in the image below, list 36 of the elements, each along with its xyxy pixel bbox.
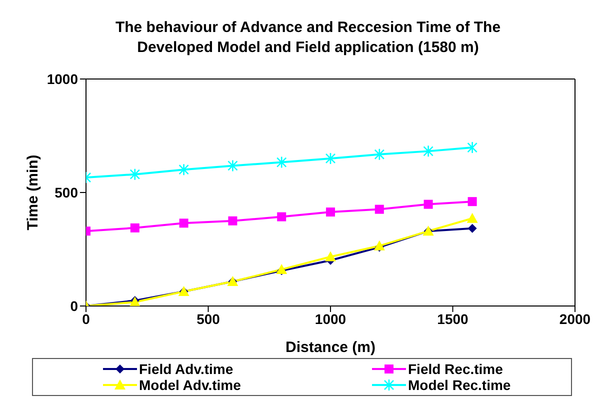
y-tick-label: 500 <box>54 184 78 200</box>
x-tick-label: 1000 <box>314 310 346 327</box>
legend-label: Model Rec.time <box>408 377 511 393</box>
point <box>228 160 238 172</box>
point <box>228 216 238 226</box>
point <box>326 208 335 217</box>
y-axis-title: Time (min) <box>24 154 42 230</box>
x-axis-title: Distance (m) <box>285 339 376 356</box>
legend-label: Field Rec.time <box>408 361 503 377</box>
point <box>468 224 477 233</box>
legend-label: Model Adv.time <box>139 377 241 393</box>
point <box>325 251 336 262</box>
x-tick-label: 500 <box>196 310 220 327</box>
x-tick-label: 0 <box>82 310 90 327</box>
point <box>468 197 477 206</box>
point <box>276 156 287 168</box>
chart-title: The behaviour of Advance and Reccesion Time of The Developed Model and Field application (1580 m) <box>114 18 502 58</box>
point <box>178 163 189 176</box>
x-tick-label: 2000 <box>559 310 591 327</box>
y-tick-label: 1000 <box>46 70 78 87</box>
point <box>423 145 434 158</box>
x-tick-label: 1500 <box>437 310 469 327</box>
point <box>276 264 288 274</box>
point <box>277 212 286 222</box>
point <box>424 200 433 209</box>
point <box>374 148 385 161</box>
point <box>130 168 140 180</box>
point <box>467 141 478 154</box>
point <box>374 204 384 214</box>
legend-label: Field Adv.time <box>139 361 234 377</box>
point <box>374 240 385 250</box>
point <box>325 152 336 165</box>
point <box>130 223 140 232</box>
y-tick-label: 0 <box>70 298 78 314</box>
point <box>466 212 478 223</box>
point <box>179 218 188 228</box>
